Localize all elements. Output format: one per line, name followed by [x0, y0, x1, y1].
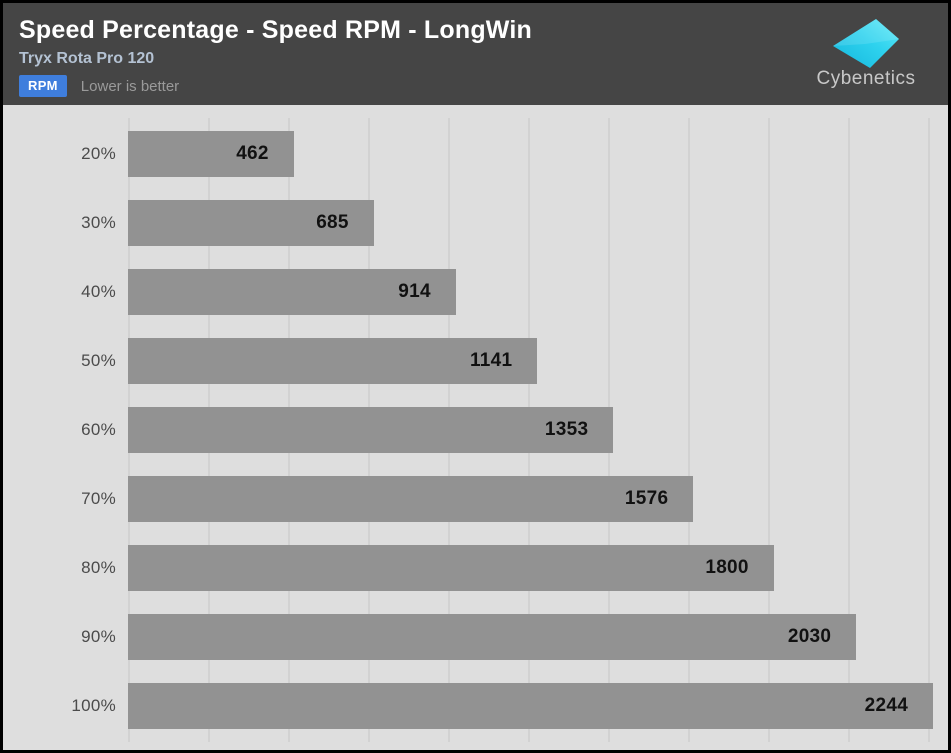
value-label: 1353: [544, 418, 589, 440]
bar: 1353: [128, 406, 614, 453]
value-label: 1141: [469, 349, 513, 371]
category-label: 60%: [81, 419, 116, 439]
category-label: 90%: [81, 626, 116, 646]
bar: 1141: [128, 337, 538, 384]
gridline: [928, 118, 930, 742]
category-label: 80%: [81, 557, 116, 577]
gridline: [688, 118, 690, 742]
value-label: 685: [316, 211, 349, 233]
category-label: 20%: [81, 143, 116, 163]
unit-badge: RPM: [19, 75, 67, 97]
lower-is-better-note: Lower is better: [80, 77, 180, 95]
cybenetics-logo-icon: [833, 19, 899, 68]
category-label: 50%: [81, 350, 116, 370]
bar: 2244: [128, 682, 934, 729]
category-label: 30%: [81, 212, 116, 232]
chart-row: 40% 914: [3, 257, 948, 326]
bar: 2030: [128, 613, 857, 660]
category-label: 100%: [71, 695, 116, 715]
value-label: 1576: [624, 487, 669, 509]
chart-rows: 20% 462 30% 685 40% 914 50% 1141 60% 1353 70% 1576 8…: [3, 105, 948, 740]
value-label: 914: [398, 280, 431, 302]
category-label: 40%: [81, 281, 116, 301]
badge-row: RPM Lower is better: [19, 75, 932, 97]
gridline: [848, 118, 850, 742]
value-label: 2030: [787, 625, 832, 647]
chart-row: 60% 1353: [3, 395, 948, 464]
bar: 914: [128, 268, 456, 315]
chart-header: Speed Percentage - Speed RPM - LongWin T…: [3, 3, 948, 105]
chart-row: 80% 1800: [3, 533, 948, 602]
chart-row: 90% 2030: [3, 602, 948, 671]
chart-row: 20% 462: [3, 119, 948, 188]
value-label: 2244: [864, 694, 909, 716]
category-label: 70%: [81, 488, 116, 508]
cybenetics-logo-text: Cybenetics: [816, 68, 916, 89]
chart-row: 30% 685: [3, 188, 948, 257]
cybenetics-logo: Cybenetics: [812, 11, 920, 90]
bar-chart: 20% 462 30% 685 40% 914 50% 1141 60% 1353 70% 1576 8…: [3, 105, 948, 750]
chart-title: Speed Percentage - Speed RPM - LongWin: [19, 16, 532, 44]
chart-subtitle: Tryx Rota Pro 120: [19, 50, 155, 67]
bar: 462: [128, 130, 294, 177]
bar: 1576: [128, 475, 694, 522]
chart-row: 70% 1576: [3, 464, 948, 533]
gridline: [768, 118, 770, 742]
value-label: 462: [236, 142, 269, 164]
bar: 685: [128, 199, 374, 246]
bar: 1800: [128, 544, 774, 591]
chart-row: 50% 1141: [3, 326, 948, 395]
value-label: 1800: [705, 556, 749, 578]
chart-row: 100% 2244: [3, 671, 948, 740]
